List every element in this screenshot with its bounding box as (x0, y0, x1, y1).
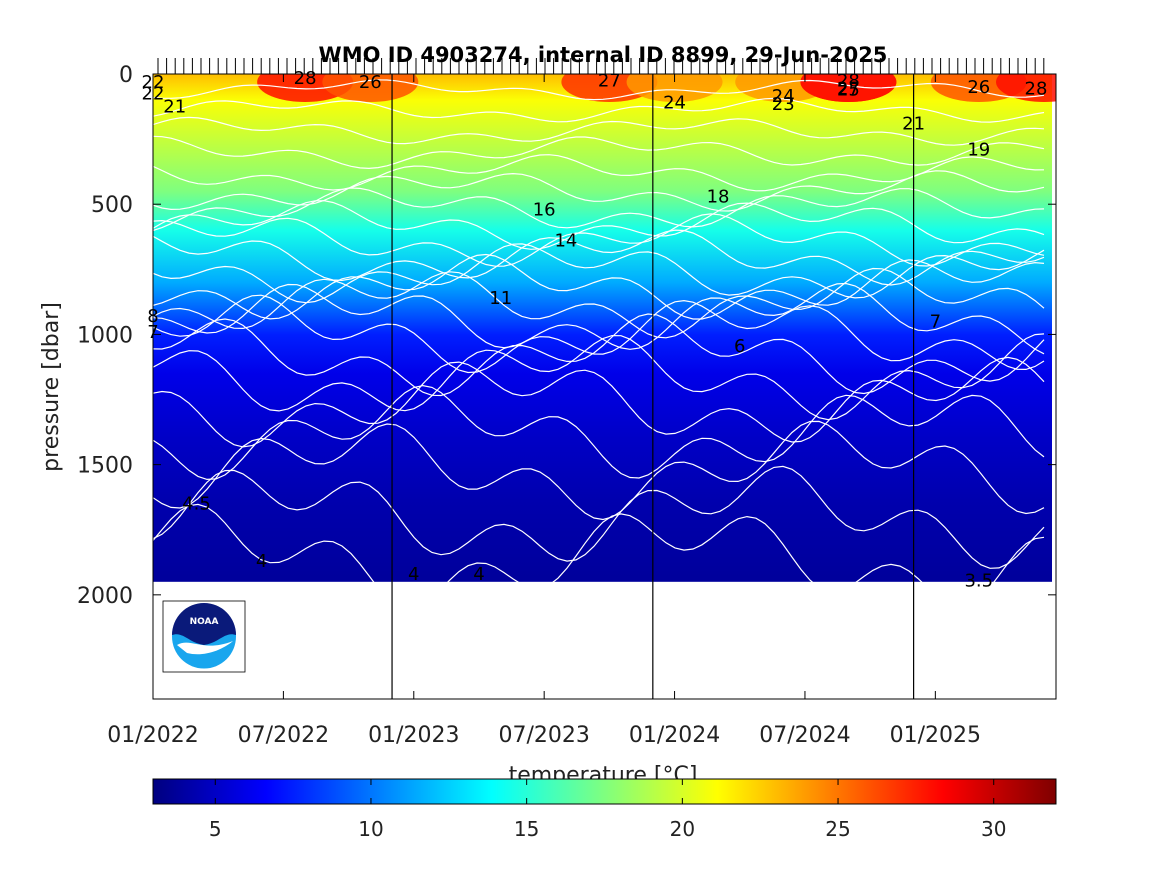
isotherm-line (153, 213, 1045, 267)
y-axis: 0 500 1000 1500 2000 (77, 63, 1056, 609)
x-tick-label: 07/2023 (498, 723, 589, 748)
isotherm-label: 27 (598, 71, 621, 92)
isotherm-label: 19 (967, 140, 990, 161)
isotherm-line (153, 503, 1045, 611)
isotherm-label: 16 (533, 199, 556, 220)
temperature-fill (153, 74, 1052, 582)
isotherm-line (153, 116, 1045, 146)
isotherm-line (153, 356, 1045, 448)
isotherm-label: 23 (772, 94, 795, 115)
colorbar-tick-label: 30 (981, 817, 1006, 841)
isotherm-label: 7 (930, 311, 941, 332)
isotherm-label: 28 (294, 68, 317, 89)
isotherm-line (153, 267, 1045, 339)
noaa-logo: NOAA (162, 600, 246, 673)
colorbar-tick-label: 15 (514, 817, 539, 841)
isotherm-label: 18 (707, 186, 730, 207)
isotherm-line (153, 135, 1045, 170)
isotherm-line (153, 420, 1045, 521)
isotherm-line (153, 465, 1045, 569)
isotherm-label: 24 (663, 93, 686, 114)
isotherm-label: 4 (256, 551, 267, 572)
isotherm-label: 25 (837, 80, 860, 101)
chart-title: WMO ID 4903274, internal ID 8899, 29-Jun… (319, 43, 888, 67)
isotherm-label: 4.5 (182, 494, 211, 515)
isotherm-line (153, 200, 1045, 250)
isotherm-line (153, 187, 1045, 232)
isotherm-label: 24 (772, 86, 795, 107)
y-tick-label: 1000 (77, 323, 133, 348)
colorbar-tick-label: 10 (358, 817, 383, 841)
x-tick-label: 07/2022 (238, 723, 329, 748)
year-boundary-lines (391, 74, 915, 699)
warm-surface-patch (800, 74, 897, 102)
isotherm-line (153, 243, 1045, 304)
isotherm-label: 11 (489, 288, 512, 309)
colorbar-tick-label: 25 (825, 817, 850, 841)
isotherm-line (153, 229, 1045, 286)
noaa-logo-text: NOAA (190, 617, 219, 627)
isotherm-line (153, 294, 1045, 374)
isotherm-label: 26 (967, 77, 990, 98)
isotherm-label: 14 (554, 231, 577, 252)
plot-frame (152, 73, 1057, 700)
isotherm-line (153, 313, 1045, 397)
warm-surface-patch (996, 74, 1056, 102)
colorbar-tick-label: 20 (670, 817, 695, 841)
isotherm-label: 4 (408, 564, 419, 585)
isotherm-line (153, 154, 1045, 192)
isotherm-label: 27 (837, 78, 860, 99)
y-tick-label: 0 (119, 63, 133, 88)
isotherm-label: 21 (163, 97, 186, 118)
isotherm-label: 21 (902, 113, 925, 134)
y-tick-label: 1500 (77, 454, 133, 479)
temperature-field (153, 74, 1056, 582)
colorbar (152, 778, 1057, 805)
x-tick-label: 01/2023 (368, 723, 459, 748)
y-tick-label: 500 (91, 193, 133, 218)
isotherm-line (153, 97, 1045, 123)
y-tick-label: 2000 (77, 584, 133, 609)
isotherm-label: 28 (837, 71, 860, 92)
isotherm-label: 28 (1025, 78, 1048, 99)
isotherm-label: 3.5 (964, 571, 993, 592)
isotherm-line (153, 282, 1045, 355)
isotherm-label: 6 (734, 336, 745, 357)
colorbar-tick-label: 5 (209, 817, 222, 841)
x-tick-label: 01/2024 (629, 723, 720, 748)
isotherm-label: 26 (359, 72, 382, 93)
isotherm-line (153, 384, 1045, 481)
isotherm-label: 4 (473, 564, 484, 585)
x-tick-label: 07/2024 (759, 723, 850, 748)
isotherm-lines (153, 79, 1045, 611)
x-tick-label: 01/2025 (890, 723, 981, 748)
isotherm-line (153, 253, 1045, 320)
profile-tick-marks (157, 58, 1045, 74)
isotherm-line (153, 79, 1045, 101)
warm-surface-patch (626, 74, 723, 102)
isotherm-line (153, 333, 1045, 421)
colorbar-ticks: 5 10 15 20 25 30 (209, 779, 1006, 841)
x-tick-label: 01/2022 (107, 723, 198, 748)
y-axis-label: pressure [dbar] (39, 302, 64, 472)
x-axis: 01/2022 07/2022 01/2023 07/2023 01/2024 07/20… (107, 74, 981, 748)
